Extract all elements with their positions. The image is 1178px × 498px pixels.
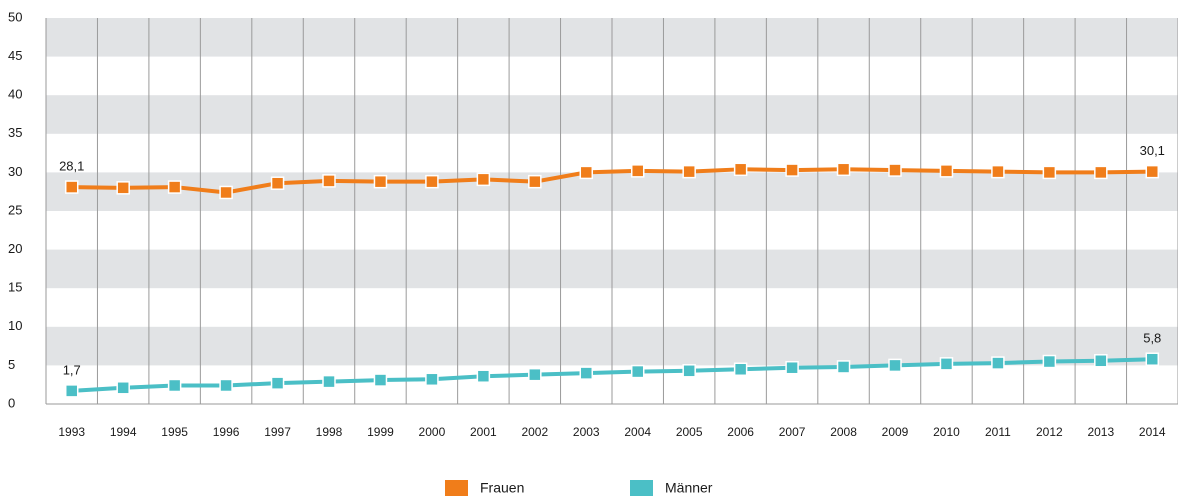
y-tick-label: 0	[8, 395, 15, 410]
point-marker	[476, 172, 491, 187]
point-marker	[476, 369, 491, 383]
x-tick-label: 1998	[316, 425, 343, 439]
x-tick-label: 2010	[933, 425, 960, 439]
x-tick-label: 1999	[367, 425, 394, 439]
point-marker	[579, 165, 594, 180]
legend-swatch	[630, 480, 653, 496]
point-marker	[630, 164, 645, 178]
point-marker	[579, 366, 594, 380]
point-marker	[167, 378, 182, 393]
point-marker	[425, 372, 439, 387]
series-line	[71, 167, 1153, 195]
x-tick-label: 2002	[521, 425, 548, 439]
point-marker	[733, 362, 748, 377]
legend-swatch	[445, 480, 468, 496]
x-tick-label: 2001	[470, 425, 497, 439]
data-label: 5,8	[1143, 331, 1161, 346]
y-tick-label: 15	[8, 280, 22, 295]
point-marker	[270, 176, 285, 190]
point-marker	[322, 174, 336, 188]
point-marker	[888, 163, 902, 177]
x-tick-label: 2007	[779, 425, 806, 439]
x-tick-label: 2004	[624, 425, 651, 439]
point-marker	[836, 162, 851, 177]
point-marker	[270, 376, 285, 390]
legend-label: Frauen	[480, 480, 524, 496]
point-marker	[888, 358, 902, 373]
x-tick-label: 1997	[264, 425, 291, 439]
x-tick-label: 2000	[419, 425, 446, 439]
point-marker	[1042, 165, 1057, 180]
point-marker	[425, 174, 439, 189]
point-marker	[1042, 354, 1057, 369]
data-label: 28,1	[59, 159, 84, 174]
series-line	[71, 357, 1153, 393]
point-marker	[1145, 352, 1160, 366]
point-marker	[682, 164, 696, 179]
point-marker	[528, 174, 542, 189]
point-marker	[322, 374, 336, 389]
point-marker	[116, 181, 130, 195]
point-marker	[939, 357, 954, 371]
y-tick-label: 20	[8, 241, 22, 256]
point-marker	[682, 364, 696, 378]
point-marker	[167, 180, 182, 194]
point-marker	[991, 164, 1005, 179]
point-marker	[219, 185, 233, 200]
point-marker	[1145, 164, 1160, 179]
x-tick-label: 2009	[882, 425, 909, 439]
x-tick-label: 2012	[1036, 425, 1063, 439]
x-tick-label: 2005	[676, 425, 703, 439]
point-marker	[939, 164, 954, 178]
x-tick-label: 1996	[213, 425, 240, 439]
point-marker	[528, 367, 542, 382]
x-tick-label: 2014	[1139, 425, 1166, 439]
y-tick-label: 35	[8, 125, 22, 140]
point-marker	[836, 360, 851, 374]
y-tick-label: 45	[8, 48, 22, 63]
x-tick-label: 1995	[161, 425, 188, 439]
legend-label: Männer	[665, 480, 713, 496]
point-marker	[219, 378, 233, 393]
point-marker	[785, 360, 799, 375]
data-label: 1,7	[63, 362, 81, 377]
data-label: 30,1	[1140, 143, 1165, 158]
point-marker	[991, 356, 1005, 370]
x-tick-label: 2011	[985, 425, 1011, 439]
y-tick-label: 10	[8, 318, 22, 333]
x-tick-label: 2006	[727, 425, 754, 439]
point-marker	[630, 364, 645, 379]
point-marker	[1094, 354, 1108, 368]
y-tick-label: 50	[8, 9, 22, 24]
x-tick-label: 2008	[830, 425, 857, 439]
point-marker	[373, 174, 388, 189]
point-marker	[64, 180, 79, 194]
y-tick-label: 30	[8, 164, 22, 179]
x-tick-label: 2013	[1087, 425, 1114, 439]
y-tick-label: 25	[8, 202, 22, 217]
x-tick-label: 1993	[58, 425, 85, 439]
point-marker	[733, 162, 748, 177]
y-tick-label: 40	[8, 87, 22, 102]
point-marker	[64, 384, 79, 398]
point-marker	[373, 373, 388, 387]
x-tick-label: 1994	[110, 425, 137, 439]
point-marker	[116, 381, 130, 395]
x-tick-label: 2003	[573, 425, 600, 439]
point-marker	[785, 163, 799, 177]
y-tick-label: 5	[8, 357, 15, 372]
point-marker	[1094, 165, 1108, 180]
